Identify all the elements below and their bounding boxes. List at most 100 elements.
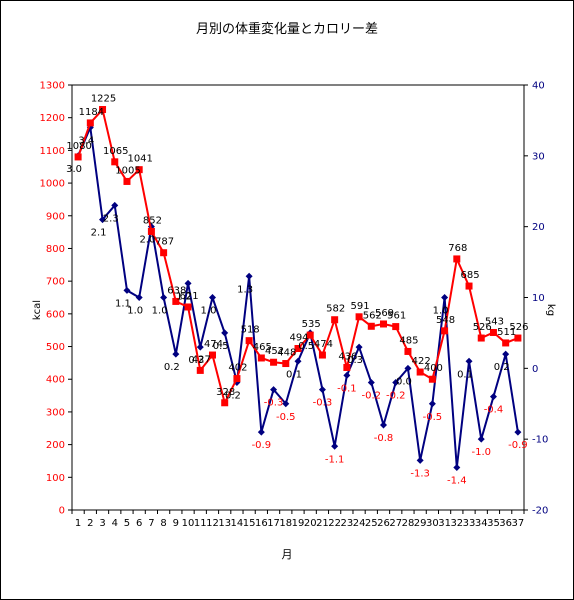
x-tick-label: 34 <box>475 518 488 529</box>
kg-data-label: -0.3 <box>264 398 284 409</box>
kg-marker <box>380 421 388 429</box>
x-tick-label: 6 <box>136 518 142 529</box>
kg-marker <box>502 350 510 358</box>
left-tick-label: 1200 <box>40 113 65 124</box>
kg-data-label: -1.1 <box>325 454 345 465</box>
kcal-marker <box>86 119 94 127</box>
kcal-marker <box>233 375 241 383</box>
x-tick-label: 22 <box>328 518 341 529</box>
kcal-data-label: 621 <box>180 291 199 302</box>
right-tick-label: -10 <box>532 435 548 446</box>
kg-marker <box>196 343 204 351</box>
kg-data-label: 0.5 <box>213 341 229 352</box>
kg-marker <box>184 279 192 287</box>
kcal-marker <box>196 366 204 374</box>
kcal-marker <box>428 375 436 383</box>
kg-data-label: -0.9 <box>508 440 528 451</box>
x-tick-label: 30 <box>426 518 439 529</box>
kcal-data-label: 1184 <box>79 107 104 118</box>
x-tick-label: 16 <box>255 518 268 529</box>
kg-marker <box>221 329 229 337</box>
kg-data-labels: 3.03.42.12.31.11.02.01.00.21.20.31.00.50… <box>66 136 527 487</box>
kcal-data-label: 1225 <box>91 94 116 105</box>
left-axis: 0 100 200 300 400 500 600 700 800 900 1000 1100 1200… <box>40 81 72 517</box>
kg-data-label: -0.5 <box>423 412 443 423</box>
kg-marker <box>453 464 461 471</box>
kcal-marker <box>208 351 216 359</box>
kg-marker <box>123 286 131 294</box>
kcal-data-label: 1041 <box>127 154 152 165</box>
x-tick-label: 37 <box>512 518 525 529</box>
kg-data-label: -1.3 <box>410 468 430 479</box>
x-tick-label: 19 <box>292 518 305 529</box>
kcal-marker <box>111 158 119 166</box>
kcal-data-label: 548 <box>436 315 455 326</box>
left-tick-label: 700 <box>46 277 65 288</box>
kg-data-label: 1.0 <box>127 306 143 317</box>
x-tick-label: 18 <box>279 518 292 529</box>
kcal-marker <box>221 399 229 407</box>
kcal-marker <box>135 166 143 174</box>
x-axis: 1 2 3 4 5 6 7 8 9 10 11 12 13 14 15 16 17 18 19 20 21 22 23 24 2… <box>71 510 525 529</box>
x-tick-label: 17 <box>267 518 280 529</box>
kcal-marker <box>257 354 265 362</box>
x-tick-label: 25 <box>365 518 378 529</box>
kg-marker <box>477 435 485 443</box>
kg-marker <box>428 400 436 408</box>
kg-data-label: 1.0 <box>201 306 217 317</box>
kcal-marker <box>172 297 180 305</box>
right-tick-label: -20 <box>532 506 548 517</box>
kg-data-label: -0.5 <box>276 412 296 423</box>
kcal-data-label: 474 <box>314 339 333 350</box>
kcal-marker <box>294 345 302 352</box>
kcal-marker <box>392 323 400 331</box>
kcal-marker <box>380 320 388 328</box>
kcal-marker <box>355 313 363 321</box>
kg-data-label: 1.3 <box>237 284 253 295</box>
kg-marker <box>208 294 216 301</box>
kcal-data-label: 526 <box>473 322 492 333</box>
kg-marker <box>257 428 265 436</box>
x-tick-label: 24 <box>353 518 366 529</box>
right-tick-label: 10 <box>532 293 545 304</box>
kg-marker <box>489 393 497 401</box>
kg-marker <box>172 350 180 358</box>
kg-data-label: 0.2 <box>494 362 510 373</box>
kg-marker <box>392 379 400 386</box>
right-axis: -20 -10 0 10 20 30 40 <box>524 81 548 517</box>
kg-data-label: -0.4 <box>484 405 504 416</box>
kcal-marker <box>502 339 510 347</box>
x-tick-label: 12 <box>206 518 219 529</box>
kg-data-label: -0.2 <box>386 391 406 402</box>
kg-data-label: 3.4 <box>78 136 94 147</box>
kcal-data-label: 328 <box>216 387 235 398</box>
kcal-marker <box>318 351 326 359</box>
left-tick-label: 1300 <box>40 81 65 92</box>
kg-data-label: 1.2 <box>176 291 192 302</box>
kcal-data-label: 448 <box>277 348 296 359</box>
kcal-data-label: 768 <box>448 243 467 254</box>
x-tick-label: 29 <box>414 518 427 529</box>
kg-marker <box>270 386 278 394</box>
kcal-data-label: 543 <box>485 316 504 327</box>
left-tick-label: 900 <box>46 211 65 222</box>
kcal-data-label: 474 <box>204 339 223 350</box>
kcal-marker <box>465 282 473 290</box>
kcal-marker <box>441 327 449 335</box>
kg-data-label: 1.1 <box>115 298 131 309</box>
x-tick-label: 9 <box>173 518 179 529</box>
x-tick-label: 33 <box>463 518 476 529</box>
kcal-data-label: 1005 <box>115 165 140 176</box>
chart-title: 月別の体重変化量とカロリー差 <box>196 21 378 37</box>
kcal-data-label: 427 <box>192 354 211 365</box>
kcal-data-label: 582 <box>326 304 345 315</box>
left-tick-label: 300 <box>46 407 65 418</box>
kg-marker <box>355 343 363 351</box>
kcal-data-label: 1080 <box>66 141 91 152</box>
x-tick-label: 26 <box>377 518 390 529</box>
kg-data-label: 0.2 <box>164 362 180 373</box>
kg-data-label: 0.3 <box>347 355 363 366</box>
kcal-data-label: 452 <box>265 346 284 357</box>
y-axis-left-label: kcal <box>32 300 43 320</box>
kg-marker <box>111 201 119 209</box>
